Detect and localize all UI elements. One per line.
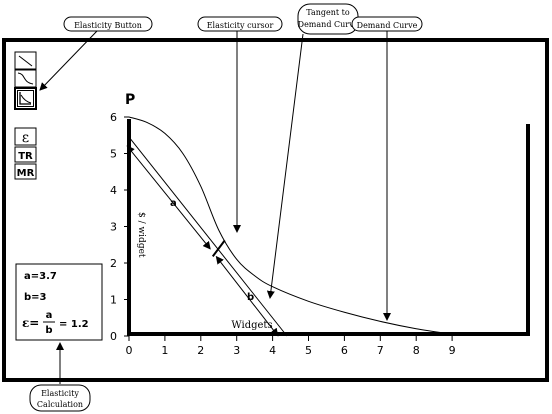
linear-icon <box>18 55 33 67</box>
curve-icon <box>17 72 34 85</box>
x-tick-label: 4 <box>269 344 276 357</box>
svg-text:Calculation: Calculation <box>37 400 83 409</box>
tangent-line <box>128 136 288 337</box>
x-tick-label: 3 <box>233 344 240 357</box>
calc-numerator: a <box>46 310 53 321</box>
svg-text:ε: ε <box>22 130 29 146</box>
calculation-box: a=3.7 b=3 ε= a b = 1.2 <box>15 263 103 341</box>
segment-a-label: a <box>170 198 177 209</box>
callout-elasticity-cursor: Elasticity cursor <box>197 16 283 32</box>
svg-text:Elasticity Button: Elasticity Button <box>74 21 142 30</box>
x-tick-label: 0 <box>126 344 133 357</box>
x-tick-label: 2 <box>197 344 204 357</box>
segment-b-arrow <box>246 295 279 337</box>
demand-curve <box>128 116 453 335</box>
callout-elasticity-calculation: Elasticity Calculation <box>29 384 91 412</box>
x-tick-label: 7 <box>377 344 384 357</box>
y-tick-label: 0 <box>110 330 117 343</box>
elasticity-icon <box>19 92 31 105</box>
elasticity-cursor-mark <box>211 239 226 257</box>
calc-b-value: b=3 <box>24 292 47 303</box>
x-tick-label: 1 <box>161 344 168 357</box>
segment-arrows <box>126 145 279 337</box>
arrow-to-tangent <box>266 33 304 299</box>
y-tick-label: 5 <box>110 148 117 161</box>
callout-demand-curve: Demand Curve <box>351 16 423 32</box>
svg-text:Tangent to: Tangent to <box>306 8 350 17</box>
svg-text:MR: MR <box>17 168 35 179</box>
callout-elasticity-button: Elasticity Button <box>63 16 153 32</box>
svg-text:Demand Curve: Demand Curve <box>298 20 359 29</box>
y-tick-label: 6 <box>110 111 117 124</box>
mr-button[interactable]: MR <box>14 163 37 180</box>
y-tick-label: 4 <box>110 184 117 197</box>
x-axis-label: Widgets <box>231 320 272 331</box>
elasticity-button[interactable] <box>14 87 37 110</box>
calc-denominator: b <box>45 325 52 336</box>
x-tick-label: 5 <box>305 344 312 357</box>
y-axis-label: $ / widget <box>136 212 146 258</box>
segment-a-arrow <box>126 145 170 198</box>
svg-text:TR: TR <box>18 151 33 162</box>
x-tick-label: 9 <box>449 344 456 357</box>
calc-a-value: a=3.7 <box>24 271 57 282</box>
epsilon-button[interactable]: ε <box>14 127 37 146</box>
y-tick-label: 1 <box>110 294 117 307</box>
calc-epsilon: ε= <box>22 316 39 330</box>
y-tick-group: 0 1 2 3 4 5 6 <box>110 111 129 343</box>
segment-a-arrow <box>168 197 211 250</box>
x-tick-group: 0 1 2 3 4 5 6 7 8 9 <box>126 336 456 357</box>
window-frame <box>2 38 549 382</box>
segment-b-arrow <box>215 255 248 297</box>
x-tick-label: 6 <box>341 344 348 357</box>
segment-b-label: b <box>247 292 254 303</box>
tr-button[interactable]: TR <box>14 146 37 163</box>
x-tick-label: 8 <box>413 344 420 357</box>
svg-text:Elasticity cursor: Elasticity cursor <box>207 21 274 30</box>
tool-linear-button[interactable] <box>14 51 37 70</box>
tool-curve-button[interactable] <box>14 69 37 88</box>
y-tick-label: 2 <box>110 257 117 270</box>
arrow-to-elasticity-button <box>39 30 98 91</box>
calc-result: = 1.2 <box>59 319 89 330</box>
y-tick-label: 3 <box>110 221 117 234</box>
svg-text:Demand Curve: Demand Curve <box>357 21 418 30</box>
svg-text:Elasticity: Elasticity <box>41 389 79 398</box>
p-axis-label: P <box>125 92 135 108</box>
callout-tangent: Tangent to Demand Curve <box>297 3 359 35</box>
